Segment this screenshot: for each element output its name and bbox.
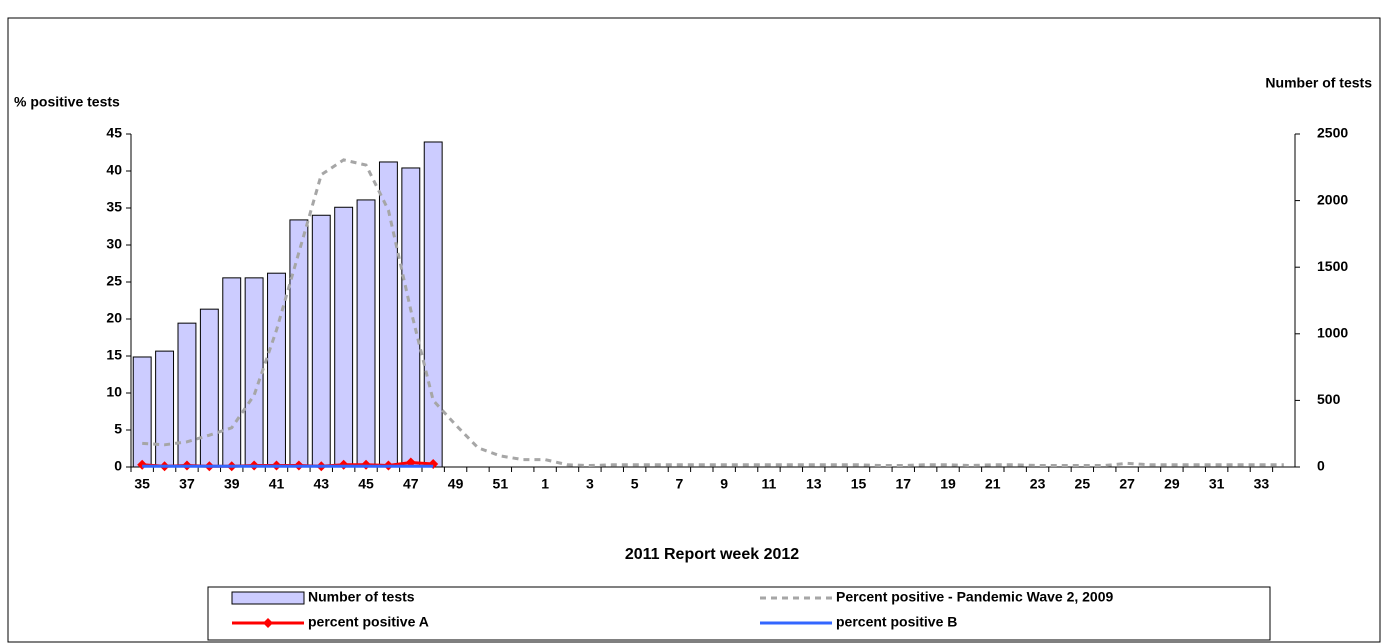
legend xyxy=(207,586,1271,641)
x-tick-label: 51 xyxy=(493,476,509,492)
x-tick-label: 27 xyxy=(1119,476,1135,492)
x-tick-label: 35 xyxy=(134,476,150,492)
x-tick-label: 49 xyxy=(448,476,464,492)
y-tick-label: 25 xyxy=(106,273,122,289)
x-tick-label: 15 xyxy=(851,476,867,492)
x-tick-label: 31 xyxy=(1209,476,1225,492)
bar xyxy=(199,308,219,468)
bar xyxy=(177,322,197,468)
x-tick-label: 19 xyxy=(940,476,956,492)
x-tick-label: 3 xyxy=(586,476,594,492)
x-tick-label: 21 xyxy=(985,476,1001,492)
y-tick-label: 10 xyxy=(106,384,122,400)
x-tick-label: 13 xyxy=(806,476,822,492)
y-tick-label: 5 xyxy=(114,421,122,437)
y2-tick-label: 1500 xyxy=(1317,258,1348,274)
x-tick-label: 23 xyxy=(1030,476,1046,492)
x-tick-label: 47 xyxy=(403,476,419,492)
x-tick-label: 45 xyxy=(358,476,374,492)
x-tick-label: 33 xyxy=(1254,476,1270,492)
bar xyxy=(267,272,286,468)
y-tick-label: 20 xyxy=(106,310,122,326)
x-tick-label: 9 xyxy=(720,476,728,492)
bar xyxy=(378,161,398,468)
bar xyxy=(334,206,354,468)
legend-label: percent positive A xyxy=(308,614,429,630)
y2-axis-title: Number of tests xyxy=(1265,75,1372,91)
x-tick-label: 41 xyxy=(269,476,285,492)
y-tick-label: 0 xyxy=(114,458,122,474)
y2-tick-label: 2000 xyxy=(1317,191,1348,207)
x-tick-label: 11 xyxy=(762,476,777,492)
y-axis-title: % positive tests xyxy=(14,94,120,110)
bar xyxy=(401,167,421,468)
x-tick-label: 1 xyxy=(541,476,549,492)
bar xyxy=(311,214,331,468)
y-tick-label: 40 xyxy=(106,162,122,178)
x-tick-label: 17 xyxy=(895,476,911,492)
y-tick-label: 30 xyxy=(106,236,122,252)
y-tick-label: 35 xyxy=(106,199,122,215)
bar xyxy=(132,356,152,468)
y2-tick-label: 1000 xyxy=(1317,325,1348,341)
y-tick-label: 15 xyxy=(106,347,122,363)
y-tick-label: 45 xyxy=(106,125,122,141)
legend-label: percent positive B xyxy=(836,614,957,630)
legend-label: Percent positive - Pandemic Wave 2, 2009 xyxy=(836,589,1113,605)
bar xyxy=(222,277,242,468)
legend-marker xyxy=(263,618,273,628)
x-tick-label: 39 xyxy=(224,476,240,492)
y2-tick-label: 500 xyxy=(1317,391,1341,407)
bar xyxy=(356,199,376,468)
legend-swatch xyxy=(231,591,305,605)
x-tick-label: 25 xyxy=(1075,476,1091,492)
x-tick-label: 37 xyxy=(179,476,195,492)
y2-tick-label: 0 xyxy=(1317,458,1325,474)
x-tick-label: 29 xyxy=(1164,476,1180,492)
line xyxy=(142,158,1284,468)
x-tick-label: 7 xyxy=(676,476,684,492)
x-tick-label: 5 xyxy=(631,476,639,492)
legend-label: Number of tests xyxy=(308,589,415,605)
y2-tick-label: 2500 xyxy=(1317,125,1348,141)
x-axis-title: 2011 Report week 2012 xyxy=(625,546,799,563)
bar xyxy=(423,141,443,468)
bar xyxy=(155,350,175,468)
x-tick-label: 43 xyxy=(313,476,329,492)
